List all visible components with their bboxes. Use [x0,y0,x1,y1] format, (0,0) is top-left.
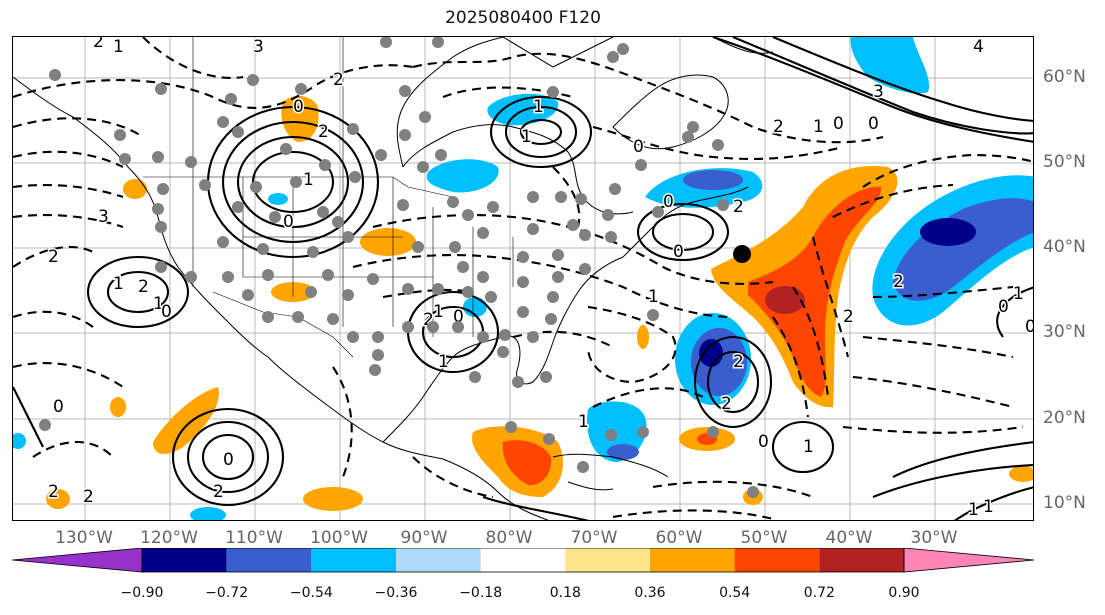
contour-lines [13,37,1033,520]
colorbar-tick-label: −0.18 [459,585,503,601]
contour-label: 2 [733,197,744,217]
colorbar-tick-label: −0.72 [205,585,249,601]
contour-label: 0 [833,114,844,134]
contour-label: 2 [843,307,854,327]
colorbar-segment [819,548,904,572]
lon-label: 50°W [740,528,788,548]
colorbar-tick-label: 0.18 [549,585,581,601]
colorbar-extend-high [903,548,1035,573]
contour-label: 0 [998,297,1009,317]
contour-label: 1 [153,294,164,314]
contour-label: 0 [758,432,769,452]
colorbar-segment [396,548,481,572]
contour-labels: 2132021043210011322101002012210021102201… [47,37,1034,520]
contour-label: 0 [293,97,304,117]
lat-label: 60°N [1043,67,1086,87]
contour-label: 1 [648,287,659,307]
map-title: 2025080400 F120 [445,8,601,28]
contour-label: 2 [138,277,149,297]
contour-label: 3 [253,37,264,57]
contour-label: 2 [893,272,904,292]
map-plot: 2132021043210011322101002012210021102201… [13,37,1034,520]
contour-label: 0 [1025,317,1034,337]
colorbar-tick-label: −0.90 [120,585,164,601]
contour-label: 1 [968,500,979,520]
colorbar-tick-label: −0.36 [374,585,418,601]
contour-label: 1 [578,412,589,432]
contour-label: 0 [663,192,674,212]
contour-label: 1 [533,97,544,117]
contour-lines-dashed [13,37,1033,520]
contour-label: 1 [803,437,814,457]
contour-label: 2 [83,487,94,507]
storm-location-marker [733,245,751,263]
lat-label: 40°N [1043,237,1086,257]
lon-label: 90°W [400,528,448,548]
contour-label: 2 [213,482,224,502]
colorbar [11,548,1035,573]
colorbar-tick-label: 0.90 [888,585,920,601]
colorbar-tick-label: −0.54 [289,585,333,601]
coastlines [13,37,774,520]
lon-label: 60°W [655,528,703,548]
lon-label: 80°W [485,528,533,548]
contour-label: 2 [93,37,104,52]
lon-label: 40°W [825,528,873,548]
colorbar-extend-low [11,548,143,573]
contour-label: 2 [721,394,732,414]
map-panel: 2132021043210011322101002012210021102201… [12,36,1034,521]
contour-label: 1 [113,37,124,57]
colorbar-tick-label: 0.72 [803,585,835,601]
contour-label: 2 [318,122,329,142]
contour-label: 1 [1013,284,1024,304]
contour-label: 1 [521,127,532,147]
lon-label: 30°W [910,528,958,548]
colorbar-segment [650,548,735,572]
colorbar-segment [480,548,566,572]
contour-label: 3 [98,207,109,227]
contour-label: 1 [303,170,314,190]
contour-label: 1 [983,497,994,517]
lon-label: 130°W [55,528,113,548]
lat-label: 30°N [1043,322,1086,342]
contour-label: 2 [333,70,344,90]
contour-label: 0 [673,242,684,262]
contour-label: 2 [733,352,744,372]
colorbar-segment [565,548,650,572]
lon-label: 120°W [140,528,198,548]
contour-label: 1 [433,302,444,322]
lon-label: 100°W [310,528,368,548]
contour-label: 0 [223,450,234,470]
contour-label: 2 [773,117,784,137]
colorbar-tick-label: 0.36 [634,585,666,601]
contour-label: 1 [113,274,124,294]
contour-label: 2 [48,482,59,502]
colorbar-segment [142,548,227,572]
contour-label: 0 [633,137,644,157]
colorbar-segment [311,548,396,572]
lon-label: 70°W [570,528,618,548]
contour-label: 0 [53,397,64,417]
contour-label: 4 [973,37,984,57]
contour-label: 0 [283,212,294,232]
contour-label: 1 [438,352,449,372]
contour-label: 3 [873,82,884,102]
observation-sites [39,37,759,498]
lon-label: 110°W [225,528,283,548]
colorbar-segment [734,548,820,572]
lat-label: 50°N [1043,152,1086,172]
contour-label: 0 [868,114,879,134]
lat-label: 10°N [1043,493,1086,513]
contour-label: 2 [48,247,59,267]
contour-label: 0 [161,302,172,322]
lat-label: 20°N [1043,408,1086,428]
colorbar-tick-label: 0.54 [719,585,751,601]
contour-label: 1 [813,117,824,137]
colorbar-segment [226,548,312,572]
